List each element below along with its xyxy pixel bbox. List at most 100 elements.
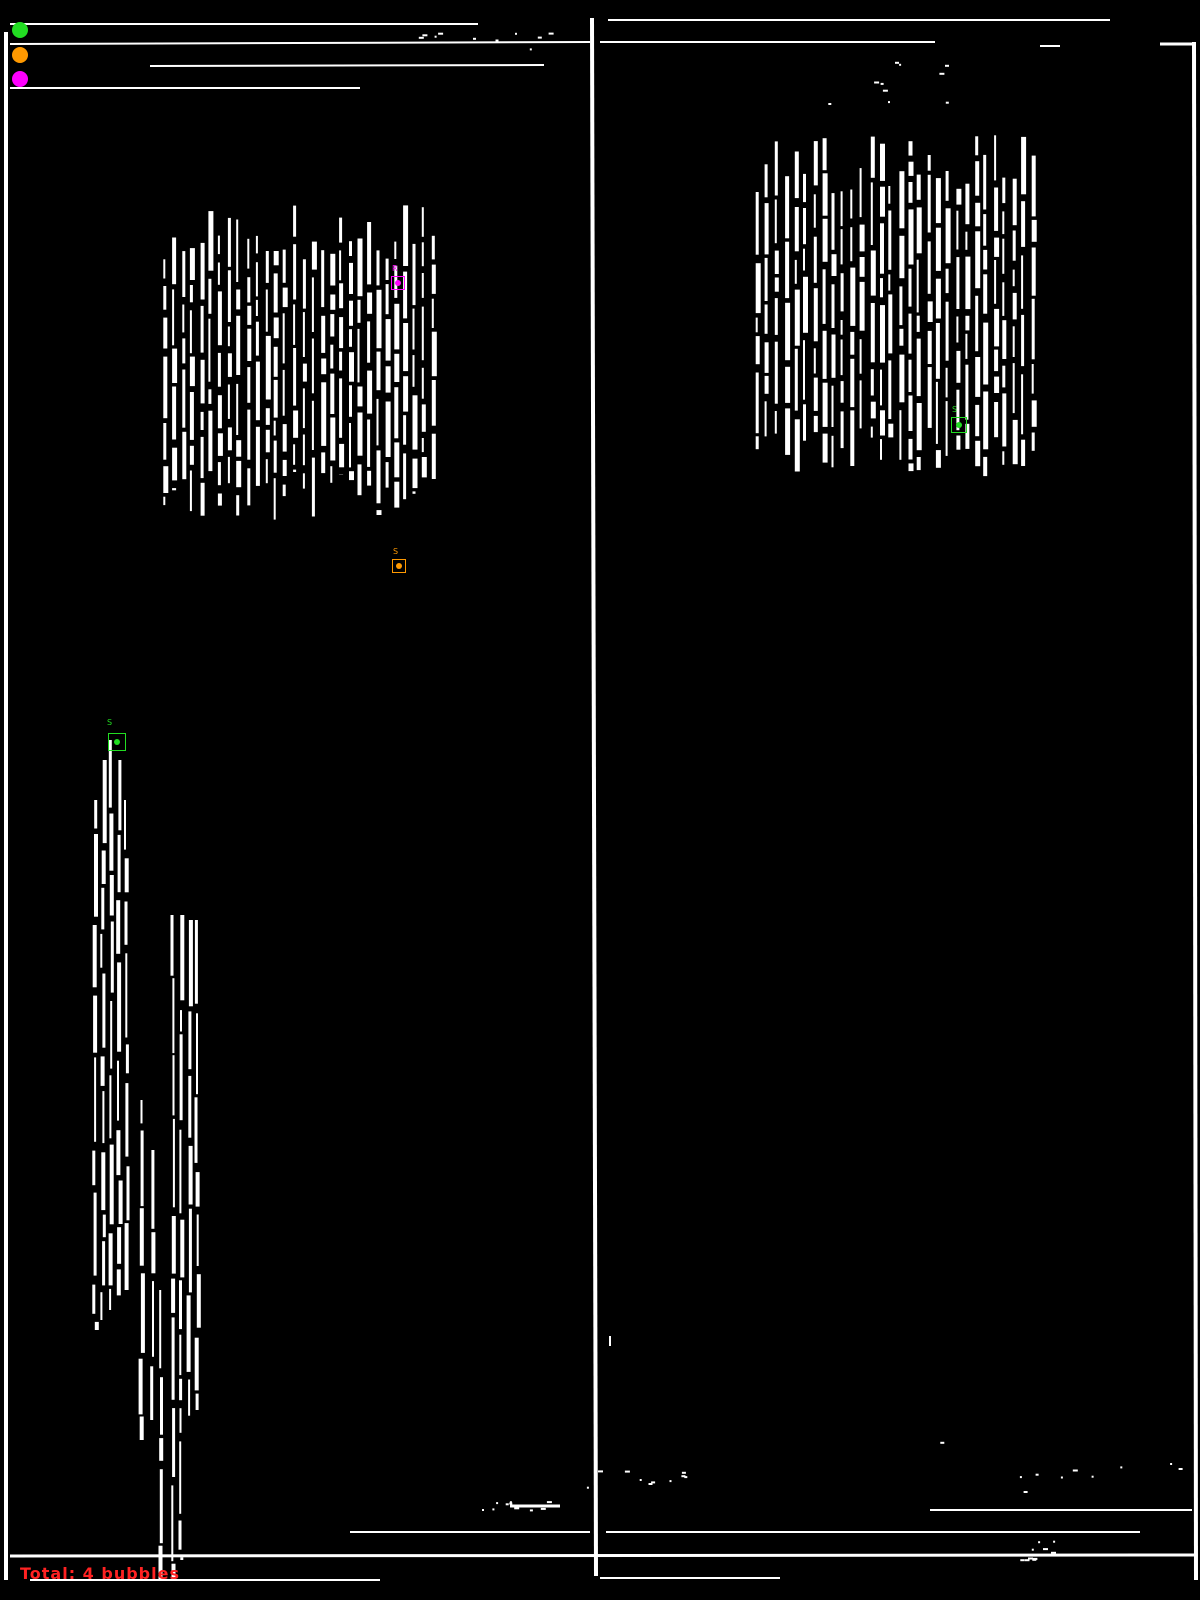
bar-segment (195, 1172, 200, 1207)
bar-segment (367, 222, 372, 285)
bar-segment (217, 235, 220, 255)
bar-segment (179, 1378, 183, 1401)
bar-segment (236, 440, 242, 457)
bar-segment (255, 262, 258, 297)
bar-segment (339, 283, 344, 309)
bar-segment (357, 464, 362, 496)
bar-segment (880, 278, 883, 298)
bubble-marker (392, 559, 406, 573)
bar-segment (200, 411, 204, 430)
bar-segment (160, 1377, 163, 1435)
bar-segment (822, 173, 828, 216)
bar-segment (125, 953, 128, 1038)
bar-segment (330, 417, 336, 461)
bar-segment (403, 323, 409, 372)
bubble-marker (108, 733, 126, 751)
bar-segment (880, 305, 885, 363)
bar-segment (282, 484, 286, 497)
bar-segment (349, 241, 352, 256)
bar-segment (140, 1273, 145, 1353)
bar-segment (109, 875, 114, 916)
bubble-fill (395, 280, 401, 286)
bar-segment (888, 186, 891, 204)
speck (1072, 1469, 1078, 1472)
bar-segment (1012, 230, 1016, 261)
speck (1020, 1559, 1025, 1562)
bar-segment (293, 205, 297, 237)
bar-segment (179, 1280, 182, 1330)
bar-segment (124, 901, 128, 945)
bar-segment (179, 1408, 182, 1433)
speck (1031, 1548, 1034, 1551)
bar-segment (755, 263, 761, 314)
bar-segment (394, 303, 400, 350)
bar-segment (282, 424, 287, 452)
bar-segment (180, 1010, 182, 1032)
bar-segment (965, 315, 970, 331)
bar-segment (321, 250, 325, 308)
bar-segment (908, 438, 913, 460)
speck (1028, 1557, 1033, 1560)
noise-specks (418, 32, 1183, 1562)
bar-segment (822, 382, 828, 427)
bar-segment (102, 1091, 105, 1144)
bar-segment (956, 350, 961, 383)
bar-segment (126, 1166, 130, 1221)
bar-segment (774, 411, 777, 434)
bar-segment (1012, 363, 1015, 414)
speck (1038, 1541, 1041, 1544)
bar-segment (109, 1144, 114, 1225)
bar-segment (227, 427, 232, 451)
bar-segment (311, 400, 314, 450)
bar-segment (93, 1192, 97, 1276)
bar-segment (158, 1545, 163, 1580)
bar-segment (311, 277, 314, 332)
bar-segment (1012, 292, 1017, 320)
bar-segment (1021, 374, 1024, 435)
frame-bottom-4 (9, 1553, 1195, 1558)
bar-segment (1002, 451, 1005, 465)
bar-segment (840, 381, 844, 403)
bar-segment (935, 450, 941, 468)
bar-segment (803, 340, 805, 400)
bar-segment (908, 313, 912, 354)
bar-segment (349, 385, 352, 417)
bar-segment (217, 262, 220, 285)
bar-segment (888, 274, 891, 291)
bar-segment (255, 361, 260, 421)
bar-segment (975, 357, 981, 397)
bar-segment (421, 207, 424, 237)
bar-segment (908, 395, 913, 431)
bar-segment (1021, 314, 1025, 367)
speck (681, 1475, 686, 1478)
bar-segment (349, 300, 353, 326)
bar-segment (273, 346, 278, 377)
speck (669, 1480, 672, 1483)
bar-segment (975, 136, 979, 156)
bar-segment (412, 491, 416, 494)
bar-segment (339, 378, 343, 438)
bar-segment (983, 456, 988, 477)
bar-segment (172, 386, 177, 440)
bar-segment (302, 473, 305, 489)
bar-segment (349, 329, 352, 347)
bar-segment (302, 312, 305, 357)
bar-segment (774, 277, 779, 292)
bar-segment (273, 478, 276, 520)
bar-segment (179, 1129, 182, 1214)
bar-segment (236, 289, 241, 310)
bar-segment (1031, 219, 1037, 242)
bar-segment (908, 161, 914, 176)
bar-segment (163, 496, 166, 506)
bar-segment (179, 1441, 182, 1514)
bar-segment (908, 268, 912, 307)
bar-segment (94, 1321, 99, 1330)
bar-segment (899, 286, 903, 326)
speck (1043, 1548, 1048, 1551)
speck (422, 34, 428, 37)
bar-segment (774, 250, 779, 274)
bar-segment (171, 1485, 174, 1562)
bar-segment (394, 353, 400, 382)
bar-segment (367, 321, 371, 363)
bar-segment (339, 317, 344, 349)
